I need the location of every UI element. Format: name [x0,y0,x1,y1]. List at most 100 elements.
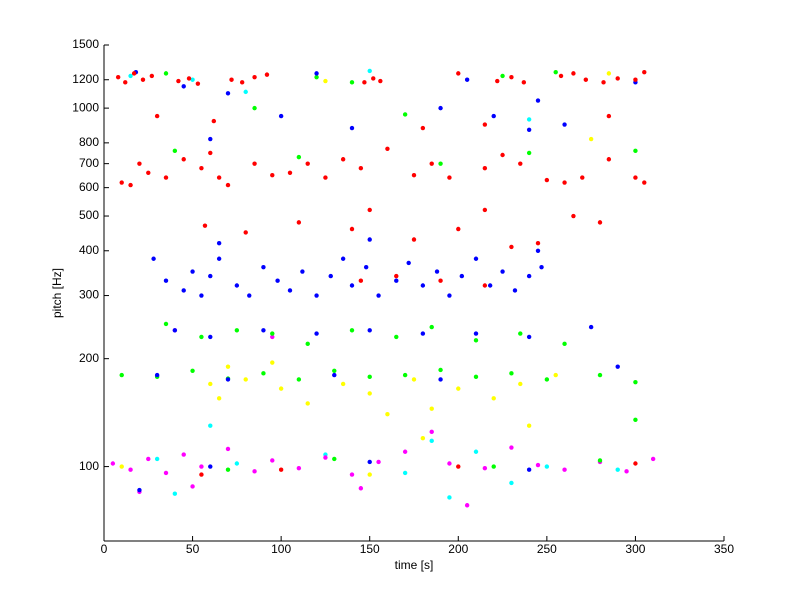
data-point [509,480,514,486]
data-point [411,377,417,382]
data-point [349,283,355,288]
data-point [208,136,213,142]
data-point [305,401,310,406]
data-point [349,80,355,85]
data-point [252,161,257,166]
data-point [149,73,155,79]
data-point [518,331,523,336]
data-point [456,226,461,232]
data-point [146,170,151,176]
data-point [172,148,178,154]
data-point [261,264,266,270]
data-point [314,293,319,298]
data-point [314,74,319,80]
data-point [495,78,500,84]
data-point [186,76,192,81]
data-point [243,230,248,235]
data-point [526,423,532,428]
data-point [394,278,399,283]
data-point [252,105,257,111]
data-point [195,81,201,86]
data-point [562,180,567,185]
data-point [473,338,479,343]
data-point [544,464,550,469]
data-point [500,152,505,158]
data-point [624,469,629,474]
data-point [234,328,240,333]
data-point [500,269,505,274]
data-point [128,73,133,79]
y-tick-label: 500 [79,208,99,222]
data-point [208,423,213,428]
data-point [110,461,116,466]
data-point [172,328,178,333]
data-point [562,122,567,127]
y-tick-label: 400 [79,243,99,257]
data-point [199,464,204,469]
data-point [447,175,452,180]
data-point [247,293,252,298]
data-point [606,113,612,119]
data-point [447,495,452,500]
data-point [420,435,426,441]
data-point [190,484,195,489]
data-point [225,377,231,382]
data-point [420,283,426,288]
data-point [340,157,346,162]
y-tick-label: 1200 [72,72,99,86]
data-point [358,278,364,283]
y-tick-label: 200 [79,351,99,365]
x-axis-label: time [s] [395,558,434,572]
x-tick-label: 100 [271,542,291,556]
data-point [243,89,248,95]
data-point [181,288,186,293]
data-point [137,487,142,493]
data-point [438,278,443,283]
data-point [367,328,372,333]
data-point [482,465,488,471]
data-point [123,80,128,85]
y-tick-label: 1500 [72,37,99,51]
data-point [323,455,328,460]
data-point [296,220,302,225]
data-point [385,411,390,417]
data-point [367,459,372,465]
data-point [526,150,532,156]
data-point [535,462,541,468]
data-point [216,396,222,401]
data-point [119,180,124,185]
data-point [500,73,505,79]
data-point [225,446,231,452]
data-point [216,256,222,261]
data-point [615,76,620,81]
data-point [163,278,169,283]
data-point [642,69,647,75]
x-tick-label: 150 [360,542,380,556]
data-point [323,78,328,84]
data-point [362,80,367,85]
data-point [434,269,440,274]
data-point [225,91,231,96]
y-tick-label: 100 [79,459,99,473]
data-point [367,237,372,242]
data-point [482,207,488,213]
data-point [208,334,213,340]
data-point [553,69,558,75]
data-point [633,77,638,82]
data-point [539,264,544,270]
data-point [491,396,496,401]
data-point [216,175,222,180]
data-point [394,273,399,279]
data-point [385,146,390,152]
data-point [300,269,305,274]
data-point [340,256,346,261]
y-tick-label: 700 [79,156,99,170]
data-point [358,165,364,171]
data-point [509,371,514,376]
y-tick-label: 800 [79,135,99,149]
data-point [429,161,434,166]
data-point [332,456,337,462]
data-point [580,175,585,180]
data-point [131,71,137,76]
data-point [270,331,275,336]
